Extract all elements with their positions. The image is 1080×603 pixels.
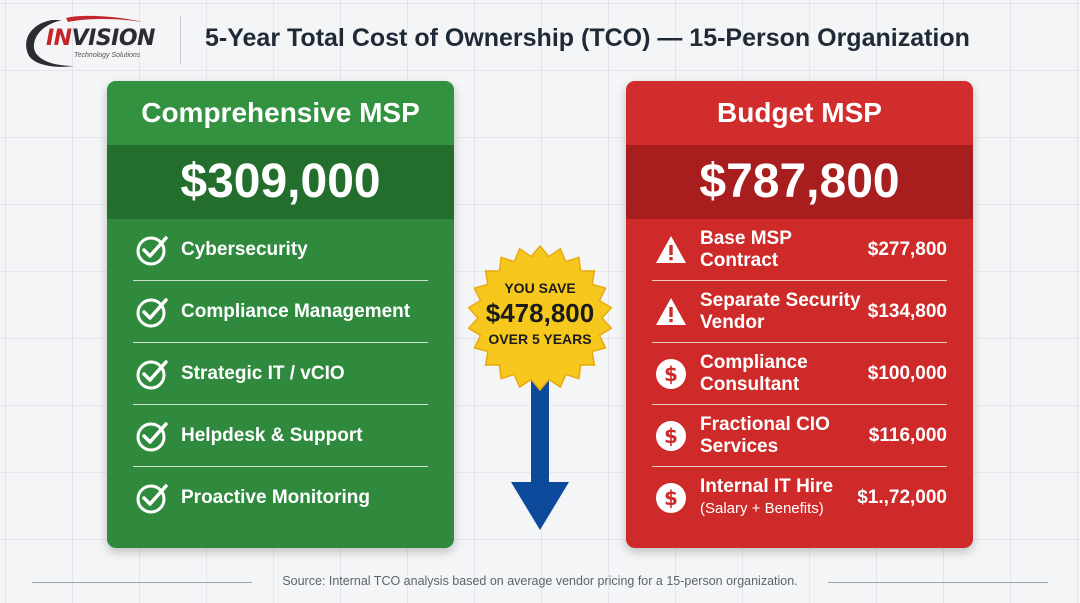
cost-row: Separate Security Vendor $134,800 xyxy=(652,281,947,343)
cost-row-label-line1: Base MSP xyxy=(700,227,792,249)
cost-row-label-line1: Separate Security xyxy=(700,289,861,311)
cost-row-amount: $134,800 xyxy=(867,300,947,322)
down-arrow-icon xyxy=(511,380,569,530)
list-item: Strategic IT / vCIO xyxy=(133,343,428,405)
cost-row-amount: $116,000 xyxy=(868,424,947,446)
cost-row: $ Internal IT Hire (Salary + Benefits) $1… xyxy=(652,467,947,529)
savings-amount: $478,800 xyxy=(485,298,595,328)
list-item-label: Cybersecurity xyxy=(181,238,308,260)
svg-text:$: $ xyxy=(664,362,678,386)
cost-row-label-line2: Contract xyxy=(700,249,779,271)
list-item: Helpdesk & Support xyxy=(133,405,428,467)
comprehensive-list: Cybersecurity Compliance Management Stra… xyxy=(107,219,454,529)
budget-list: Base MSP Contract $277,800 Separate Secur… xyxy=(626,219,973,529)
logo-word-dark: VISION xyxy=(71,26,156,51)
logo-swoosh-icon xyxy=(26,15,142,67)
cost-row-label: Internal IT Hire (Salary + Benefits) xyxy=(700,476,851,520)
list-item-label: Compliance Management xyxy=(181,300,411,322)
logo-wordmark: INVISION xyxy=(46,26,155,51)
svg-text:$: $ xyxy=(664,486,678,510)
cost-row: Base MSP Contract $277,800 xyxy=(652,219,947,281)
svg-text:$: $ xyxy=(664,424,678,448)
cost-row-label-line1: Internal IT Hire xyxy=(700,476,834,497)
cost-row-label: Compliance Consultant xyxy=(700,352,862,396)
cost-row-label-line2: Consultant xyxy=(700,373,800,395)
footer-rule-left xyxy=(32,582,252,583)
list-item-label: Proactive Monitoring xyxy=(181,487,370,508)
dollar-circle-icon: $ xyxy=(656,483,686,513)
cost-row: $ Compliance Consultant $100,000 xyxy=(652,343,947,405)
cost-row-label: Base MSP Contract xyxy=(700,228,862,272)
cost-row-amount: $1.,72,000 xyxy=(857,487,947,508)
cost-row-amount: $277,800 xyxy=(867,238,947,260)
cost-row-label-line2: (Salary + Benefits) xyxy=(700,500,824,517)
list-item: Cybersecurity xyxy=(133,219,428,281)
check-circle-icon xyxy=(136,297,168,327)
cost-row-label-line2: Services xyxy=(700,435,779,457)
footer-rule-right xyxy=(828,582,1048,583)
budget-total: $787,800 xyxy=(626,145,973,219)
page-title: 5-Year Total Cost of Ownership (TCO) — 1… xyxy=(205,24,970,52)
header-divider xyxy=(180,16,181,64)
cost-row-label-line1: Compliance xyxy=(700,351,808,373)
savings-label: YOU SAVE xyxy=(504,280,576,296)
list-item-label: Helpdesk & Support xyxy=(181,424,363,446)
list-item: Proactive Monitoring xyxy=(133,467,428,529)
header: INVISION Technology Solutions 5-Year Tot… xyxy=(0,0,1080,80)
check-circle-icon xyxy=(136,235,168,265)
comprehensive-msp-card: Comprehensive MSP $309,000 Cybersecurity… xyxy=(107,81,454,548)
dollar-circle-icon: $ xyxy=(656,358,686,389)
list-item-label: Strategic IT / vCIO xyxy=(181,362,345,384)
check-circle-icon xyxy=(136,359,168,389)
comprehensive-total: $309,000 xyxy=(107,145,454,219)
warning-icon xyxy=(656,235,686,263)
logo-subtitle: Technology Solutions xyxy=(74,52,141,59)
cost-row-label: Fractional CIO Services xyxy=(700,414,863,458)
check-circle-icon xyxy=(136,484,168,514)
savings-badge-icon xyxy=(467,244,613,392)
budget-heading: Budget MSP xyxy=(626,81,973,145)
cost-row-amount: $100,000 xyxy=(867,362,947,384)
logo-word-red: IN xyxy=(46,26,72,51)
dollar-circle-icon: $ xyxy=(656,420,686,451)
savings-period: OVER 5 YEARS xyxy=(488,331,592,347)
comprehensive-heading: Comprehensive MSP xyxy=(107,81,454,145)
invision-logo: INVISION Technology Solutions xyxy=(22,14,162,70)
source-footnote: Source: Internal TCO analysis based on a… xyxy=(282,574,798,588)
budget-msp-card: Budget MSP $787,800 Base MSP Contract $27… xyxy=(626,81,973,548)
savings-badge: YOU SAVE $478,800 OVER 5 YEARS xyxy=(466,280,614,347)
cost-row-label-line1: Fractional CIO xyxy=(700,413,830,435)
check-circle-icon xyxy=(136,421,168,451)
list-item: Compliance Management xyxy=(133,281,428,343)
cost-row-label: Separate Security Vendor xyxy=(700,290,862,334)
cost-row-label-line2: Vendor xyxy=(700,311,765,333)
cost-row: $ Fractional CIO Services $116,000 xyxy=(652,405,947,467)
warning-icon xyxy=(656,297,686,325)
